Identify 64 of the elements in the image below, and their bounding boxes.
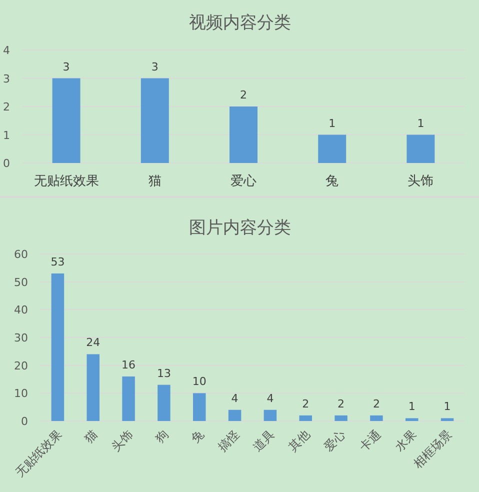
x-tick-label: 无贴纸效果 [34,174,99,189]
data-label: 53 [50,255,65,268]
data-label: 24 [86,336,100,350]
y-tick-label: 4 [3,44,10,57]
bar [440,418,454,421]
y-tick-label: 10 [14,387,28,400]
y-tick-label: 3 [3,72,10,86]
bar [264,410,277,421]
x-tick-label: 兔 [326,174,339,189]
data-label: 2 [338,397,345,410]
bar [406,418,418,421]
x-tick-label: 道具 [250,427,278,454]
y-tick-label: 40 [14,304,28,317]
x-tick-label: 其他 [286,427,313,454]
bar [318,134,346,163]
data-label: 4 [231,392,238,405]
data-label: 4 [266,392,274,405]
x-tick-label: 狗 [152,427,172,446]
data-label: 2 [372,397,380,410]
data-label: 1 [408,400,416,414]
data-label: 3 [62,60,70,74]
bar [158,384,170,421]
y-tick-label: 0 [21,415,28,428]
x-tick-label: 爱心 [230,173,256,189]
bar [230,106,258,163]
chart-title: 图片内容分类 [189,218,291,238]
data-label: 10 [192,375,206,388]
x-tick-label: 头饰 [408,174,434,189]
bar [299,415,312,421]
data-label: 3 [151,60,158,74]
bar [86,354,100,421]
x-tick-label: 猫 [148,174,162,189]
data-label: 16 [122,358,136,372]
chart-title: 视频内容分类 [189,13,291,33]
y-tick-label: 2 [3,100,10,114]
y-tick-label: 0 [3,157,10,170]
y-tick-label: 50 [14,276,28,289]
data-label: 2 [302,397,310,410]
data-label: 1 [444,400,451,414]
bar [51,273,64,421]
x-tick-label: 水果 [392,427,419,454]
x-tick-label: 无贴纸效果 [12,427,65,480]
data-label: 13 [156,366,171,380]
y-tick-label: 30 [14,332,28,344]
x-tick-label: 搞怪 [215,427,242,454]
bar [228,410,242,421]
bar [122,376,135,421]
bar [334,415,348,421]
data-label: 1 [417,116,424,130]
x-tick-label: 猫 [82,427,100,446]
y-tick-label: 1 [3,128,10,142]
x-tick-label: 兔 [188,427,206,446]
x-tick-label: 爱心 [321,427,348,454]
bar [370,415,383,421]
data-label: 2 [240,88,247,102]
data-label: 1 [328,116,336,130]
bar [193,393,206,421]
x-tick-label: 头饰 [108,427,136,454]
bar [52,78,80,163]
y-tick-label: 20 [14,359,28,372]
bar [406,134,435,163]
x-tick-label: 卡通 [356,427,384,454]
y-tick-label: 60 [14,248,28,261]
bar [140,78,169,163]
